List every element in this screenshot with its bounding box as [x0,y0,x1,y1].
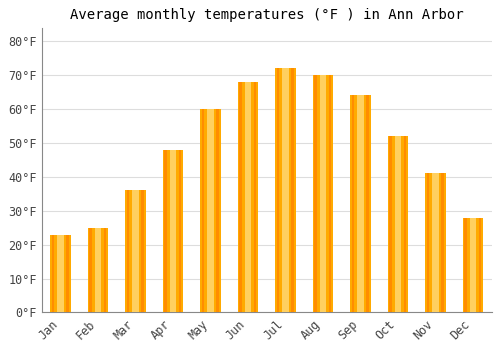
Bar [202,109,204,313]
Bar [208,109,214,313]
Bar [292,68,294,313]
Bar [395,136,401,313]
Bar [464,218,467,313]
Bar [52,234,54,313]
Bar [245,82,251,313]
Bar [58,234,64,313]
Bar [390,136,392,313]
Bar [282,68,288,313]
Bar [90,228,92,313]
Title: Average monthly temperatures (°F ) in Ann Arbor: Average monthly temperatures (°F ) in An… [70,8,464,22]
Bar [479,218,482,313]
Bar [216,109,219,313]
Bar [66,234,69,313]
Bar [162,150,183,313]
Bar [95,228,101,313]
Bar [470,218,476,313]
Bar [132,190,138,313]
Bar [350,96,370,313]
Bar [127,190,130,313]
Bar [462,218,483,313]
Bar [388,136,408,313]
Bar [432,174,438,313]
Bar [104,228,106,313]
Bar [125,190,146,313]
Bar [179,150,182,313]
Bar [88,228,108,313]
Bar [320,75,326,313]
Bar [352,96,354,313]
Bar [366,96,369,313]
Bar [404,136,406,313]
Bar [254,82,256,313]
Bar [200,109,220,313]
Bar [170,150,176,313]
Bar [240,82,242,313]
Bar [164,150,167,313]
Bar [427,174,430,313]
Bar [312,75,333,313]
Bar [442,174,444,313]
Bar [358,96,364,313]
Bar [277,68,280,313]
Bar [50,234,71,313]
Bar [314,75,317,313]
Bar [238,82,258,313]
Bar [329,75,332,313]
Bar [142,190,144,313]
Bar [425,174,446,313]
Bar [275,68,295,313]
